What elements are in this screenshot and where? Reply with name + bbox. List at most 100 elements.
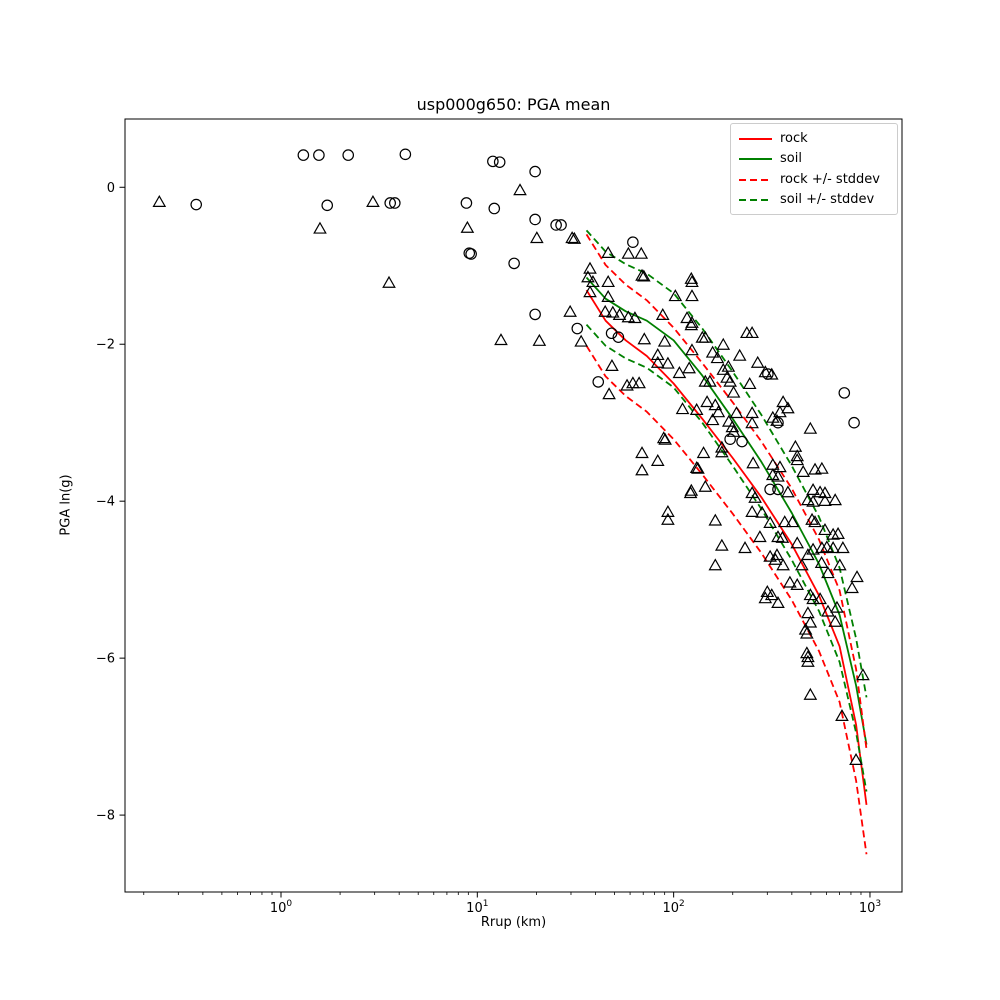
data-point-triangle	[776, 395, 790, 408]
curve-soil-mean	[585, 276, 868, 745]
data-point-circle	[592, 376, 605, 388]
y-tick-label: −6	[96, 652, 115, 667]
data-point-triangle	[790, 449, 805, 462]
data-point-triangle	[655, 307, 670, 320]
data-point-triangle	[788, 439, 803, 452]
data-point-triangle	[745, 416, 759, 429]
data-point-circle	[465, 248, 477, 260]
data-point-triangle	[745, 326, 759, 339]
data-point-triangle	[621, 310, 636, 323]
data-point-triangle	[710, 351, 725, 364]
data-point-triangle	[835, 708, 849, 722]
data-point-circle	[493, 156, 506, 168]
data-point-circle	[848, 416, 860, 429]
data-point-triangle	[620, 378, 634, 391]
data-point-triangle	[726, 424, 741, 437]
data-point-triangle	[828, 493, 843, 506]
data-point-triangle	[601, 289, 616, 302]
data-point-triangle	[813, 592, 827, 605]
data-point-triangle	[818, 486, 832, 499]
data-point-triangle	[803, 687, 818, 700]
data-point-triangle	[532, 333, 547, 346]
data-point-triangle	[826, 527, 840, 540]
data-point-triangle	[771, 469, 785, 482]
data-point-triangle	[821, 566, 835, 579]
data-point-triangle	[637, 269, 651, 282]
legend: rock soil rock +/- stddev soil +/- stdde…	[730, 123, 898, 215]
data-point-circle	[460, 197, 473, 209]
data-point-triangle	[605, 305, 620, 318]
data-point-triangle	[650, 348, 665, 361]
data-point-triangle	[685, 289, 699, 302]
data-point-triangle	[684, 483, 699, 496]
data-point-triangle	[460, 220, 475, 233]
data-point-triangle	[581, 270, 595, 283]
curve-rock-minus-stddev	[585, 345, 868, 855]
data-point-triangle	[563, 304, 577, 317]
data-point-triangle	[790, 453, 805, 466]
data-point-triangle	[808, 515, 822, 528]
data-point-circle	[555, 219, 567, 231]
data-point-triangle	[721, 359, 736, 372]
x-tick-label: 102	[662, 899, 684, 916]
data-point-circle	[764, 483, 776, 496]
data-point-circle	[612, 331, 625, 343]
data-point-triangle	[382, 275, 396, 288]
data-point-triangle	[815, 541, 829, 554]
data-point-triangle	[628, 311, 642, 324]
data-point-triangle	[366, 194, 380, 207]
data-point-triangle	[773, 460, 787, 473]
data-point-triangle	[790, 577, 805, 590]
data-point-triangle	[583, 285, 597, 298]
data-point-circle	[488, 202, 501, 215]
data-point-triangle	[748, 490, 762, 503]
data-point-circle	[342, 149, 355, 161]
data-point-triangle	[800, 626, 814, 639]
data-point-triangle	[716, 362, 731, 375]
data-point-triangle	[828, 614, 843, 627]
data-point-triangle	[801, 654, 815, 667]
data-point-triangle	[806, 482, 820, 495]
data-point-triangle	[753, 530, 767, 543]
data-point-triangle	[621, 246, 636, 259]
data-point-triangle	[675, 402, 690, 415]
data-point-circle	[550, 219, 562, 231]
y-tick-label: −2	[96, 338, 115, 353]
data-point-triangle	[661, 504, 675, 517]
data-point-triangle	[672, 366, 687, 379]
data-point-circle	[508, 257, 520, 270]
data-point-triangle	[635, 463, 649, 476]
data-point-triangle	[826, 541, 840, 554]
data-point-circle	[321, 199, 334, 212]
data-point-triangle	[682, 361, 697, 374]
data-point-triangle	[845, 581, 859, 594]
x-tick-label: 103	[859, 899, 881, 916]
data-point-triangle	[758, 365, 773, 378]
data-point-triangle	[698, 330, 713, 343]
data-point-triangle	[684, 318, 699, 331]
data-point-triangle	[705, 413, 720, 426]
data-point-triangle	[680, 311, 694, 324]
data-point-triangle	[803, 615, 818, 628]
data-point-triangle	[684, 271, 699, 284]
data-point-circle	[772, 483, 784, 496]
data-point-triangle	[583, 261, 597, 274]
data-point-triangle	[650, 453, 665, 466]
data-point-triangle	[632, 376, 646, 389]
data-point-triangle	[612, 307, 627, 320]
data-point-triangle	[758, 591, 773, 604]
data-point-triangle	[796, 464, 811, 477]
data-point-triangle	[755, 505, 769, 518]
data-point-triangle	[530, 231, 544, 244]
legend-item-soil-stddev: soil +/- stddev	[739, 190, 889, 210]
data-point-triangle	[725, 420, 740, 433]
data-point-triangle	[768, 552, 783, 565]
data-point-triangle	[668, 289, 683, 302]
data-point-triangle	[776, 558, 790, 571]
data-point-triangle	[152, 194, 167, 207]
data-point-triangle	[715, 445, 729, 458]
data-point-triangle	[803, 421, 818, 434]
data-point-triangle	[723, 374, 737, 387]
data-point-circle	[529, 308, 541, 321]
data-point-triangle	[696, 446, 711, 459]
